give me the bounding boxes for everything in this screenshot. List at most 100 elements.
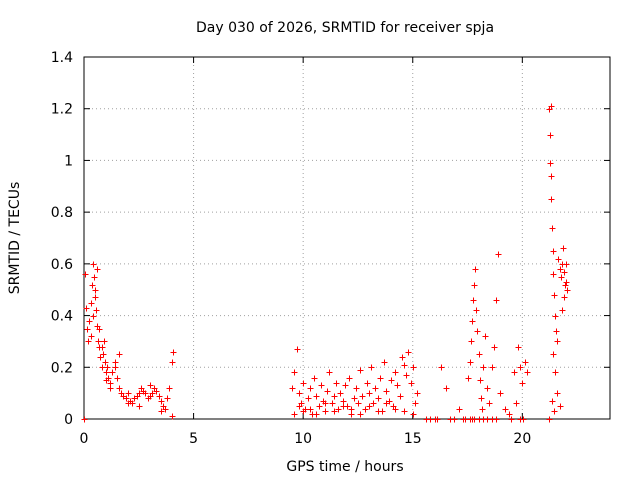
data-point [166,385,173,392]
data-point [142,390,149,397]
data-point [366,390,373,397]
data-point [465,375,472,382]
y-tick-label: 0.4 [51,309,73,325]
plot-frame [83,56,611,420]
y-tick-label: 0.6 [51,257,73,273]
data-point [300,408,307,415]
data-point [100,351,107,358]
data-point [549,225,556,232]
data-point [564,287,571,294]
data-point [169,413,176,420]
data-point [554,338,561,345]
data-point [96,326,103,333]
data-point [522,359,529,366]
data-point [555,256,562,263]
data-point [469,318,476,325]
data-point [313,411,320,418]
data-point [92,287,99,294]
data-point [351,395,358,402]
data-point [311,375,318,382]
data-point [405,349,412,356]
data-point [85,338,92,345]
data-point [517,364,524,371]
data-point [506,411,513,418]
data-point [158,408,165,415]
data-point [307,385,314,392]
data-point [468,338,475,345]
data-point [291,411,298,418]
data-point [158,398,165,405]
data-point [401,362,408,369]
data-point [116,351,123,358]
data-point [366,403,373,410]
data-point [104,364,111,371]
data-point [451,416,458,423]
data-point [467,359,474,366]
data-point [519,380,526,387]
y-tick-labels: 0 0.2 0.4 0.6 0.8 1 1.2 1.4 [51,50,73,428]
data-point [394,382,401,389]
data-point [486,400,493,407]
data-point [364,380,371,387]
data-point [557,266,564,273]
x-tick-label: 5 [189,431,198,447]
data-point [93,307,100,314]
data-point [502,406,509,413]
data-point [388,377,395,384]
data-point [482,333,489,340]
data-point [551,408,558,415]
data-point [553,328,560,335]
data-point [478,395,485,402]
x-tick-label: 15 [404,431,422,447]
grid-lines [84,57,610,419]
data-point [550,351,557,358]
data-point [149,390,156,397]
data-point [335,406,342,413]
data-point [89,282,96,289]
data-point [340,403,347,410]
data-point [414,390,421,397]
data-point [300,380,307,387]
data-point [560,245,567,252]
data-point [125,400,132,407]
data-point [296,403,303,410]
x-tick-labels: 0 5 10 15 20 [80,431,532,447]
data-point [331,408,338,415]
data-point [561,269,568,276]
data-point [381,359,388,366]
data-point [164,395,171,402]
data-point [520,416,527,423]
data-points [81,103,571,423]
data-point [438,364,445,371]
data-point [497,390,504,397]
x-tick-label: 10 [294,431,312,447]
data-point [375,395,382,402]
data-point [551,292,558,299]
data-point [548,103,555,110]
data-point [493,297,500,304]
data-point [123,395,130,402]
data-point [324,388,331,395]
data-point [326,369,333,376]
data-point [489,364,496,371]
data-point [552,313,559,320]
data-point [82,271,89,278]
data-point [357,367,364,374]
data-point [362,406,369,413]
x-tick-label: 0 [80,431,89,447]
data-point [484,385,491,392]
x-tick-label: 20 [513,431,531,447]
data-point [114,375,121,382]
data-point [355,400,362,407]
data-point [470,297,477,304]
data-point [375,408,382,415]
data-point [112,364,119,371]
data-point [92,294,99,301]
data-point [408,380,415,387]
data-point [372,385,379,392]
data-point [97,354,104,361]
data-point [359,393,366,400]
data-point [397,393,404,400]
data-point [294,346,301,353]
data-point [331,393,338,400]
